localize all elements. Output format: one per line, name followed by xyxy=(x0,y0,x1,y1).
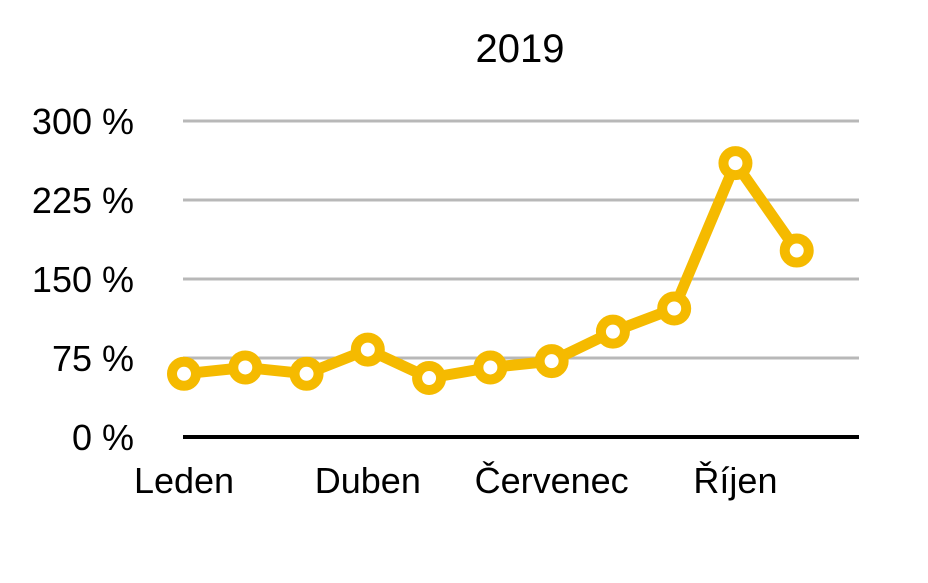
data-point xyxy=(228,350,263,385)
data-point xyxy=(473,350,508,385)
y-tick-label: 300 % xyxy=(32,101,134,142)
data-point xyxy=(350,332,385,367)
y-tick-label: 0 % xyxy=(72,417,134,458)
data-point xyxy=(412,361,447,396)
x-tick-label: Leden xyxy=(134,460,234,501)
x-tick-label: Červenec xyxy=(475,460,629,501)
x-tick-label: Říjen xyxy=(693,460,777,501)
y-axis-ticks: 0 % 75 % 150 % 225 % 300 % xyxy=(32,101,134,458)
data-point xyxy=(167,356,201,391)
gridlines xyxy=(183,119,859,360)
y-tick-label: 150 % xyxy=(32,259,134,300)
data-point xyxy=(595,314,630,349)
x-tick-label: Duben xyxy=(315,460,421,501)
data-point xyxy=(289,356,324,391)
y-tick-label: 75 % xyxy=(52,338,134,379)
data-point xyxy=(657,291,692,326)
series-2019 xyxy=(167,146,814,396)
x-axis-ticks: Leden Duben Červenec Říjen xyxy=(134,460,778,501)
y-tick-label: 225 % xyxy=(32,180,134,221)
data-point xyxy=(534,344,569,379)
series-line xyxy=(183,157,802,384)
data-point xyxy=(779,233,814,268)
data-point xyxy=(718,146,753,181)
chart-title: 2019 xyxy=(476,27,565,71)
